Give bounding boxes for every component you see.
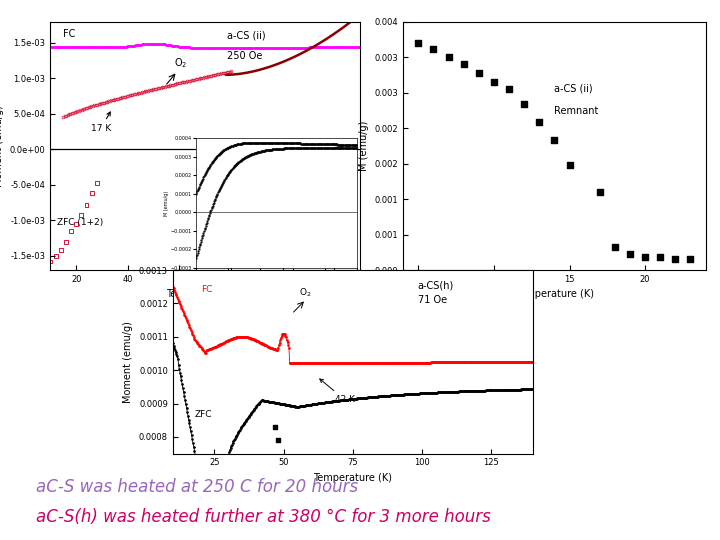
Point — [50, 252, 61, 260]
Text: 250 Oe: 250 Oe — [227, 51, 262, 61]
Point — [518, 99, 530, 108]
Point — [71, 220, 82, 228]
Text: O$_2$: O$_2$ — [174, 56, 188, 70]
Text: a-CS (ii): a-CS (ii) — [554, 83, 593, 93]
Point — [639, 252, 651, 261]
Point — [91, 179, 103, 188]
Point — [624, 250, 636, 259]
Y-axis label: Moment (emu/g): Moment (emu/g) — [123, 321, 133, 403]
Point — [594, 187, 606, 196]
Point — [503, 85, 515, 93]
Text: 42 K: 42 K — [320, 379, 355, 404]
X-axis label: Temperature (K): Temperature (K) — [166, 289, 245, 299]
Point — [534, 118, 545, 127]
Point — [413, 38, 424, 47]
Point — [488, 78, 500, 86]
Point — [473, 69, 485, 77]
Point — [45, 257, 56, 266]
Point — [428, 44, 439, 53]
Text: ZFC: ZFC — [194, 410, 212, 419]
Point — [443, 53, 454, 62]
Text: aC-S was heated at 250 C for 20 hours: aC-S was heated at 250 C for 20 hours — [36, 478, 358, 496]
Point — [55, 246, 66, 254]
Text: aC-S(h) was heated further at 380 °C for 3 more hours: aC-S(h) was heated further at 380 °C for… — [36, 508, 491, 525]
X-axis label: Temperature (K): Temperature (K) — [313, 473, 392, 483]
Point — [60, 237, 72, 246]
Y-axis label: M (emu/g): M (emu/g) — [359, 120, 369, 171]
Point — [272, 436, 284, 444]
Point — [654, 253, 666, 261]
Text: 71 Oe: 71 Oe — [418, 295, 446, 305]
Point — [86, 189, 97, 198]
Text: ZFC (1+2): ZFC (1+2) — [57, 218, 103, 227]
Text: O$_2$: O$_2$ — [299, 287, 311, 299]
Y-axis label: Moment (emu/g): Moment (emu/g) — [0, 105, 4, 187]
Text: 17 K: 17 K — [91, 112, 111, 133]
Point — [66, 227, 77, 235]
Point — [670, 254, 681, 263]
Point — [685, 254, 696, 263]
Text: FC: FC — [202, 285, 213, 294]
Point — [76, 210, 87, 219]
Text: FC: FC — [63, 29, 75, 39]
Text: a-CS (ii): a-CS (ii) — [227, 31, 266, 41]
Point — [549, 136, 560, 144]
Point — [81, 200, 92, 209]
Point — [564, 160, 575, 169]
Point — [609, 243, 621, 252]
Text: a-CS(h): a-CS(h) — [418, 280, 454, 291]
Text: Remnant: Remnant — [554, 105, 599, 116]
Point — [269, 423, 281, 431]
X-axis label: Temperature (K): Temperature (K) — [515, 289, 594, 299]
Point — [458, 60, 469, 69]
